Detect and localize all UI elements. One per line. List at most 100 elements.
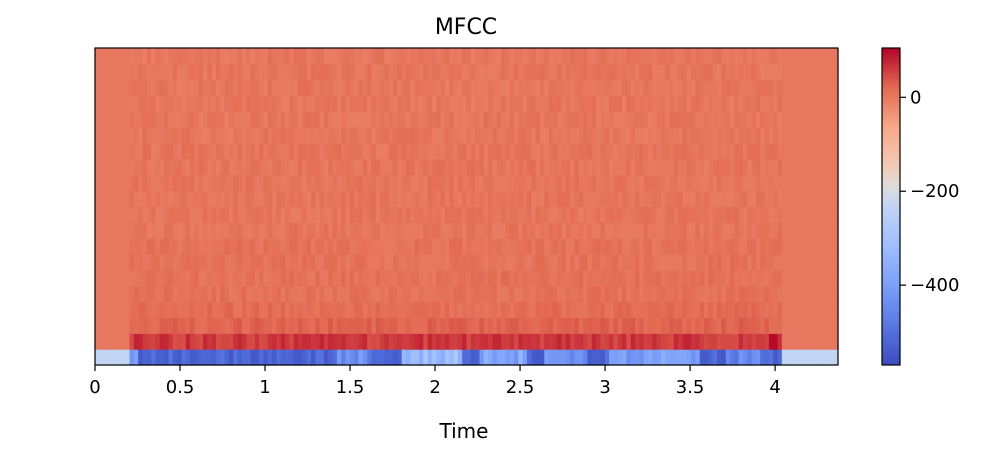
heatmap-cell [263, 285, 269, 303]
heatmap-cell [505, 206, 511, 223]
heatmap-cell [306, 349, 312, 366]
heatmap-cell [660, 95, 666, 112]
heatmap-cell [656, 48, 662, 65]
heatmap-cell [319, 111, 325, 128]
heatmap-cell [328, 254, 334, 271]
heatmap-cell [725, 285, 731, 303]
heatmap-cell [315, 143, 321, 160]
heatmap-cell [380, 143, 386, 160]
heatmap-cell [280, 190, 286, 208]
heatmap-cell [198, 143, 204, 160]
heatmap-cell [436, 349, 442, 366]
heatmap-cell [99, 190, 105, 208]
heatmap-cell [164, 238, 170, 255]
heatmap-cell [138, 158, 144, 176]
heatmap-cell [587, 174, 593, 192]
heatmap-cell [207, 190, 213, 208]
heatmap-cell [142, 301, 148, 319]
heatmap-cell [289, 254, 295, 271]
heatmap-cell [280, 333, 286, 350]
heatmap-cell [691, 317, 697, 334]
heatmap-cell [444, 254, 450, 271]
heatmap-cell [609, 254, 614, 271]
heatmap-cell [423, 127, 429, 144]
heatmap-cell [423, 158, 429, 176]
heatmap-cell [734, 158, 740, 176]
heatmap-cell [539, 301, 545, 319]
heatmap-cell [310, 127, 316, 144]
heatmap-cell [444, 190, 450, 208]
heatmap-cell [358, 238, 364, 255]
heatmap-cell [406, 174, 411, 192]
heatmap-cell [626, 158, 632, 176]
heatmap-cell [367, 206, 373, 223]
heatmap-cell [138, 79, 144, 97]
heatmap-cell [604, 206, 610, 223]
heatmap-cell [401, 127, 407, 144]
heatmap-cell [747, 158, 753, 176]
heatmap-cell [596, 254, 602, 271]
heatmap-cell [518, 111, 524, 128]
heatmap-cell [816, 174, 822, 192]
heatmap-cell [492, 254, 498, 271]
heatmap-cell [302, 79, 308, 97]
heatmap-cell [276, 79, 282, 97]
heatmap-cell [773, 95, 779, 112]
heatmap-cell [768, 269, 774, 287]
heatmap-cell [604, 269, 610, 287]
heatmap-cell [518, 174, 524, 192]
heatmap-cell [440, 79, 446, 97]
heatmap-cell [159, 190, 165, 208]
heatmap-cell [673, 206, 679, 223]
heatmap-cell [799, 285, 805, 303]
heatmap-cell [406, 190, 411, 208]
heatmap-cell [466, 206, 472, 223]
heatmap-cell [526, 48, 532, 65]
heatmap-cell [626, 238, 632, 255]
heatmap-cell [349, 254, 355, 271]
heatmap-cell [526, 174, 532, 192]
heatmap-cell [254, 127, 260, 144]
heatmap-cell [323, 349, 329, 366]
heatmap-cell [673, 285, 679, 303]
heatmap-cell [768, 222, 774, 239]
heatmap-cell [501, 349, 506, 366]
heatmap-cell [393, 285, 398, 303]
heatmap-cell [393, 206, 398, 223]
heatmap-cell [738, 254, 744, 271]
heatmap-cell [129, 127, 135, 144]
heatmap-cell [151, 269, 157, 287]
heatmap-cell [293, 174, 299, 192]
heatmap-cell [807, 174, 813, 192]
heatmap-cell [254, 333, 260, 350]
heatmap-cell [578, 206, 584, 223]
heatmap-cell [315, 254, 321, 271]
heatmap-cell [565, 285, 571, 303]
heatmap-cell [492, 285, 498, 303]
heatmap-cell [142, 174, 148, 192]
heatmap-cell [375, 349, 381, 366]
heatmap-cell [310, 190, 316, 208]
heatmap-cell [483, 79, 489, 97]
heatmap-cell [354, 48, 360, 65]
heatmap-cell [246, 63, 252, 81]
heatmap-cell [557, 238, 563, 255]
heatmap-cell [319, 206, 325, 223]
heatmap-cell [678, 238, 684, 255]
heatmap-cell [488, 174, 494, 192]
heatmap-cell [263, 254, 269, 271]
heatmap-cell [548, 301, 554, 319]
heatmap-cell [565, 333, 571, 350]
heatmap-cell [777, 333, 783, 350]
heatmap-cell [285, 143, 290, 160]
heatmap-cell [120, 317, 126, 334]
heatmap-cell [721, 127, 727, 144]
heatmap-cell [362, 174, 368, 192]
heatmap-cell [194, 48, 200, 65]
heatmap-cell [237, 190, 243, 208]
heatmap-cell [310, 349, 316, 366]
heatmap-cell [820, 127, 826, 144]
heatmap-cell [630, 254, 636, 271]
heatmap-cell [794, 95, 800, 112]
heatmap-cell [833, 127, 839, 144]
